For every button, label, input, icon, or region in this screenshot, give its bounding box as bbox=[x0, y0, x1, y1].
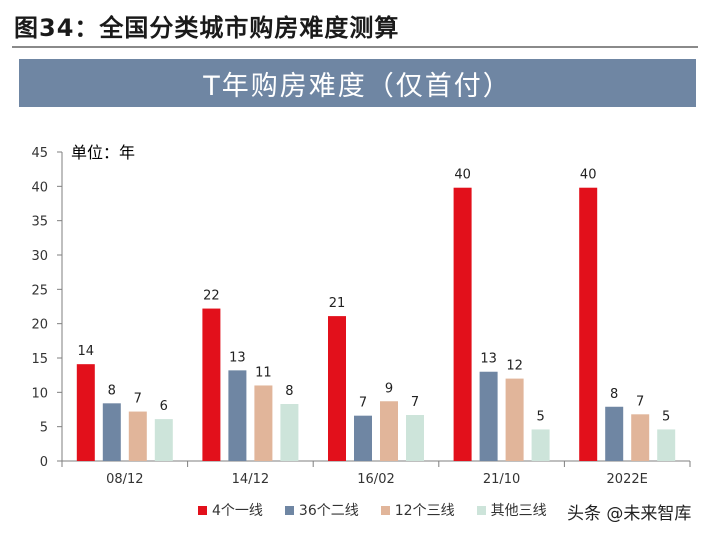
data-label: 7 bbox=[411, 395, 419, 410]
bar bbox=[228, 370, 247, 461]
watermark: 头条 @未来智库 bbox=[567, 504, 692, 524]
data-label: 8 bbox=[285, 384, 293, 399]
legend-swatch-tier1 bbox=[198, 505, 207, 515]
x-tick-label: 16/02 bbox=[357, 472, 394, 487]
legend-swatch-other3 bbox=[476, 505, 486, 515]
chart-title: T年购房难度（仅首付） bbox=[203, 70, 512, 102]
data-label: 7 bbox=[134, 392, 142, 407]
data-label: 40 bbox=[580, 168, 597, 183]
y-tick-label: 25 bbox=[31, 283, 48, 298]
bar bbox=[406, 414, 424, 461]
y-tick-label: 0 bbox=[40, 455, 48, 470]
data-label: 5 bbox=[662, 409, 670, 424]
legend: 4个一线 36个二线 12个三线 其他三线 bbox=[198, 500, 547, 520]
y-tick-label: 20 bbox=[31, 318, 48, 333]
bar bbox=[280, 404, 299, 461]
data-label: 8 bbox=[108, 383, 116, 398]
bar bbox=[631, 414, 650, 461]
legend-item-tier3: 12个三线 bbox=[380, 500, 455, 520]
bar bbox=[128, 411, 147, 461]
data-label: 11 bbox=[255, 365, 272, 380]
data-label: 7 bbox=[359, 396, 367, 411]
data-label: 5 bbox=[536, 409, 544, 424]
bar bbox=[479, 371, 498, 461]
chart-title-banner: T年购房难度（仅首付） bbox=[19, 59, 696, 107]
y-tick-label: 15 bbox=[31, 352, 48, 367]
figure-title: 图34：全国分类城市购房难度测算 bbox=[14, 14, 400, 42]
bar bbox=[254, 385, 273, 461]
bar bbox=[354, 415, 372, 461]
y-tick-label: 35 bbox=[31, 215, 48, 230]
data-label: 9 bbox=[385, 381, 393, 396]
legend-item-tier2: 36个二线 bbox=[284, 500, 359, 520]
data-label: 13 bbox=[480, 352, 497, 367]
x-tick-label: 21/10 bbox=[483, 472, 520, 487]
legend-label-tier2: 36个二线 bbox=[298, 503, 359, 519]
x-tick-label: 08/12 bbox=[106, 472, 143, 487]
y-tick-label: 10 bbox=[31, 386, 48, 401]
data-label: 13 bbox=[229, 350, 246, 365]
data-label: 14 bbox=[78, 344, 95, 359]
x-tick-label: 14/12 bbox=[232, 472, 269, 487]
x-tick-label: 2022E bbox=[607, 472, 648, 487]
bar bbox=[328, 316, 346, 461]
y-tick-label: 40 bbox=[31, 180, 48, 195]
data-label: 6 bbox=[160, 399, 168, 414]
y-tick-label: 45 bbox=[31, 146, 48, 161]
bar bbox=[605, 406, 624, 461]
legend-label-other3: 其他三线 bbox=[490, 503, 547, 519]
unit-label: 单位：年 bbox=[71, 143, 136, 162]
data-label: 12 bbox=[506, 359, 523, 374]
legend-swatch-tier2 bbox=[284, 505, 294, 515]
bar bbox=[76, 364, 95, 461]
bar bbox=[531, 429, 550, 461]
data-label: 40 bbox=[454, 168, 471, 183]
title-divider bbox=[12, 46, 698, 48]
bar bbox=[102, 403, 121, 461]
legend-item-tier1: 4个一线 bbox=[198, 500, 263, 520]
data-label: 7 bbox=[636, 394, 644, 409]
bar bbox=[202, 308, 221, 461]
data-label: 8 bbox=[610, 387, 618, 402]
bar bbox=[453, 187, 472, 461]
legend-item-other3: 其他三线 bbox=[476, 500, 547, 520]
legend-label-tier3: 12个三线 bbox=[394, 503, 455, 519]
legend-swatch-tier3 bbox=[380, 505, 390, 515]
legend-label-tier1: 4个一线 bbox=[212, 503, 263, 519]
data-label: 21 bbox=[329, 296, 346, 311]
bar bbox=[657, 429, 676, 461]
bar bbox=[154, 419, 173, 461]
data-label: 22 bbox=[203, 289, 220, 304]
y-tick-label: 30 bbox=[31, 249, 48, 264]
bar bbox=[579, 187, 598, 461]
y-tick-label: 5 bbox=[40, 421, 48, 436]
bar bbox=[505, 378, 524, 461]
bar bbox=[380, 401, 398, 461]
